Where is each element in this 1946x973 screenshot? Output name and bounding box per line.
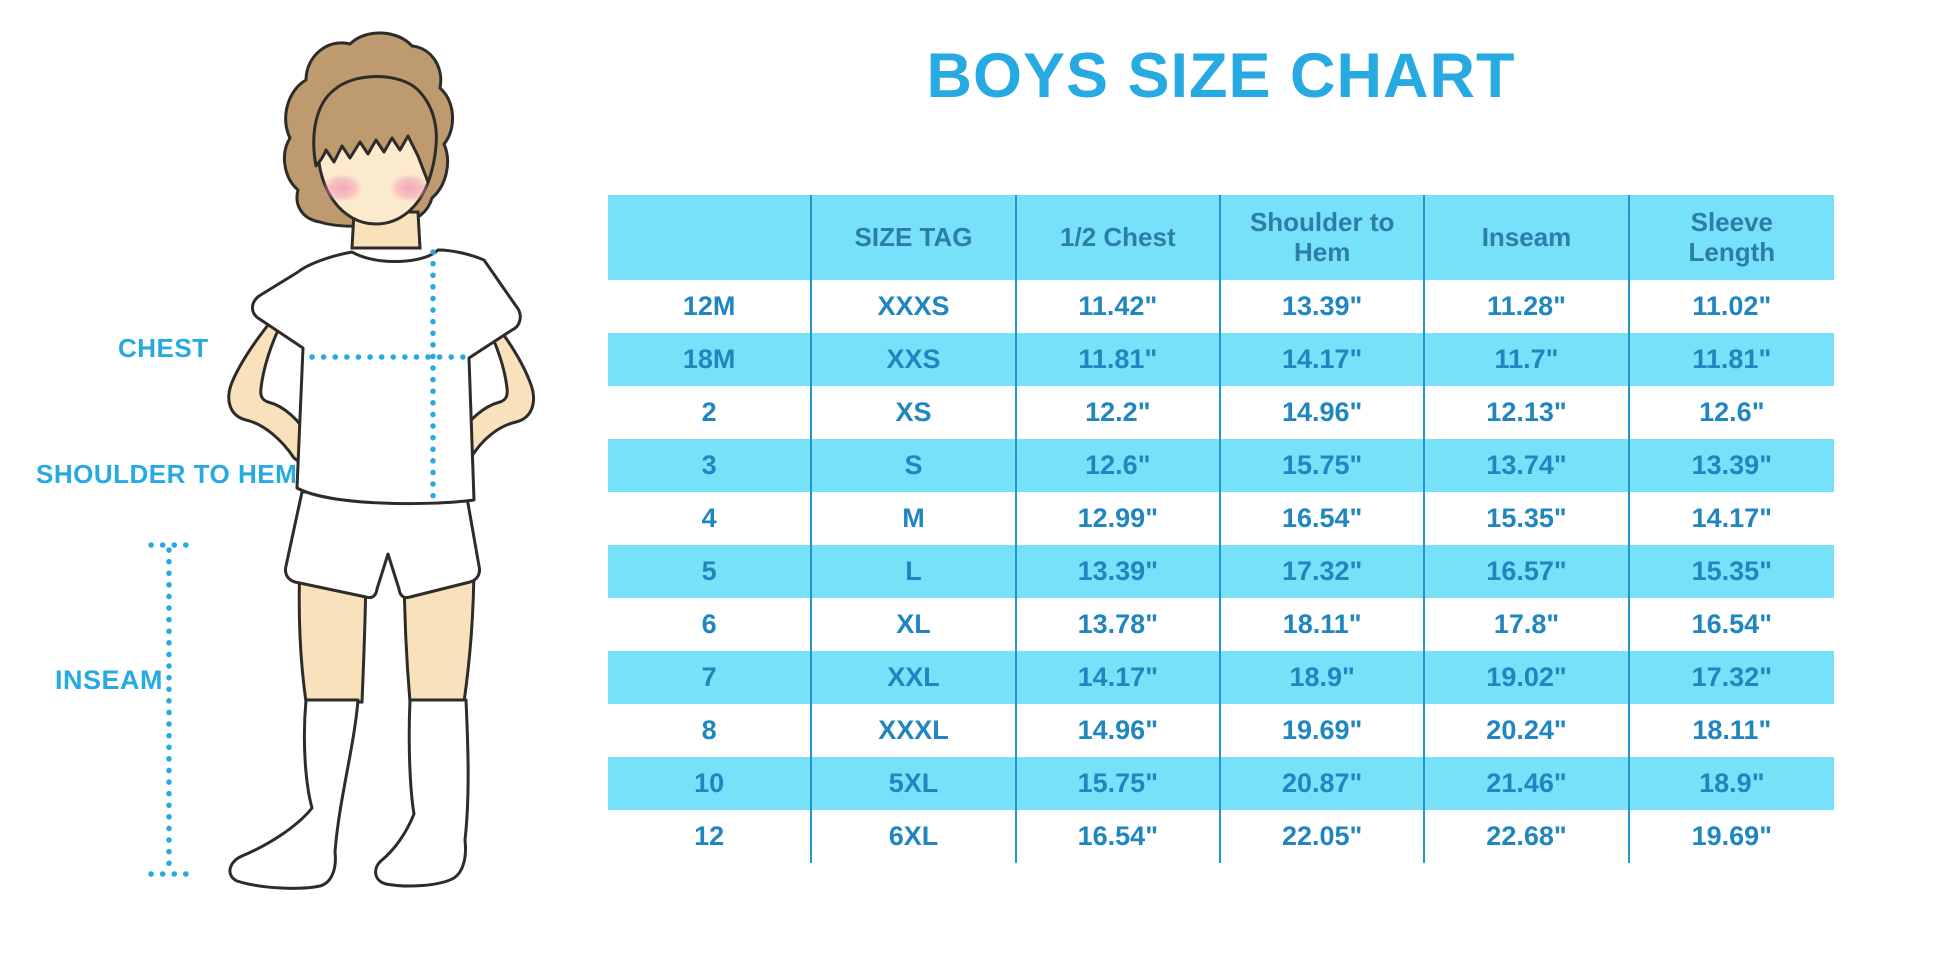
column-header <box>608 195 813 280</box>
table-cell: 21.46" <box>1425 757 1630 810</box>
table-cell: 13.39" <box>1221 280 1426 333</box>
size-table: SIZE TAG 1/2 Chest Shoulder to Hem Inseam Sl… <box>608 195 1834 863</box>
table-cell: 15.35" <box>1691 556 1772 586</box>
table-cell: 13.78" <box>1017 598 1221 651</box>
table-row: 8 XXXL 14.96" 19.69" 20.24" 18.11" <box>608 704 1834 757</box>
table-row: 3 S 12.6" 15.75" 13.74" 13.39" <box>608 439 1834 492</box>
table-cell: 12 <box>608 810 813 863</box>
hair-fringe <box>312 75 438 184</box>
table-row: 5 L 13.39" 17.32" 16.57" 15.35" <box>608 545 1834 598</box>
boy-measurement-illustration <box>148 31 535 890</box>
table-cell: 20.87" <box>1221 757 1426 810</box>
column-header: SIZE TAG <box>812 195 1017 280</box>
table-row: 12 6XL 16.54" 22.05" 22.68" 19.69" <box>608 810 1834 863</box>
table-row: 12M XXXS 11.42" 13.39" 11.28" 11.02" <box>608 280 1834 333</box>
table-row: 18M XXS 11.81" 14.17" 11.7" 11.81" <box>608 333 1834 386</box>
table-cell: 16.54" <box>1017 810 1221 863</box>
table-cell: 18.11" <box>1692 715 1772 745</box>
table-cell: M <box>812 492 1017 545</box>
table-cell: 22.05" <box>1221 810 1426 863</box>
table-cell: 19.69" <box>1691 821 1772 851</box>
table-cell: 14.96" <box>1017 704 1221 757</box>
table-cell: 6 <box>608 598 813 651</box>
table-cell: 17.32" <box>1221 545 1426 598</box>
table-cell: 3 <box>608 439 813 492</box>
table-cell: XXS <box>812 333 1017 386</box>
table-cell: 17.8" <box>1425 598 1630 651</box>
table-cell: 18.9" <box>1221 651 1426 704</box>
table-cell: 6XL <box>812 810 1017 863</box>
table-cell: 5 <box>608 545 813 598</box>
table-cell: 16.54" <box>1221 492 1426 545</box>
shorts <box>284 490 481 600</box>
table-cell: 15.75" <box>1017 757 1221 810</box>
column-header: Sleeve Length <box>1688 206 1776 267</box>
size-table-body: 12M XXXS 11.42" 13.39" 11.28" 11.02" 18M XXS 11.… <box>608 280 1834 863</box>
table-cell: 13.39" <box>1017 545 1221 598</box>
blush-left <box>322 174 362 202</box>
table-cell: 12.6" <box>1017 439 1221 492</box>
table-cell: 12M <box>608 280 813 333</box>
table-cell: 19.69" <box>1221 704 1426 757</box>
table-cell: 12.99" <box>1017 492 1221 545</box>
table-cell: 17.32" <box>1691 662 1772 692</box>
table-cell: XS <box>812 386 1017 439</box>
table-cell: 11.81" <box>1017 333 1221 386</box>
table-cell: 18.11" <box>1221 598 1426 651</box>
table-cell: L <box>812 545 1017 598</box>
table-cell: XXXL <box>812 704 1017 757</box>
table-cell: 11.81" <box>1692 344 1772 374</box>
table-cell: 16.54" <box>1691 609 1772 639</box>
shoulder-to-hem-label: SHOULDER TO HEM <box>36 459 298 489</box>
right-sock <box>374 698 470 888</box>
blush-right <box>390 174 430 202</box>
table-cell: 16.57" <box>1425 545 1630 598</box>
table-cell: 5XL <box>812 757 1017 810</box>
table-cell: 19.02" <box>1425 651 1630 704</box>
table-cell: 14.17" <box>1691 503 1772 533</box>
table-cell: 12.13" <box>1425 386 1630 439</box>
table-cell: XXXS <box>812 280 1017 333</box>
table-cell: 13.74" <box>1425 439 1630 492</box>
table-cell: 11.42" <box>1017 280 1221 333</box>
table-cell: 7 <box>608 651 813 704</box>
table-cell: 4 <box>608 492 813 545</box>
column-header: 1/2 Chest <box>1017 195 1221 280</box>
table-cell: 8 <box>608 704 813 757</box>
table-cell: 15.75" <box>1221 439 1426 492</box>
inseam-label: INSEAM <box>55 665 164 695</box>
table-cell: 10 <box>608 757 813 810</box>
table-cell: 14.17" <box>1221 333 1426 386</box>
table-cell: XL <box>812 598 1017 651</box>
table-cell: 14.17" <box>1017 651 1221 704</box>
table-cell: 20.24" <box>1425 704 1630 757</box>
table-cell: S <box>812 439 1017 492</box>
table-row: 6 XL 13.78" 18.11" 17.8" 16.54" <box>608 598 1834 651</box>
table-cell: 11.02" <box>1692 291 1772 321</box>
table-cell: 2 <box>608 386 813 439</box>
tshirt <box>251 248 522 506</box>
table-cell: 13.39" <box>1691 450 1772 480</box>
table-header-row: SIZE TAG 1/2 Chest Shoulder to Hem Inseam Sl… <box>608 195 1834 280</box>
table-cell: 12.6" <box>1699 397 1765 427</box>
column-header: Inseam <box>1425 195 1630 280</box>
table-cell: 18.9" <box>1699 768 1765 798</box>
table-cell: 14.96" <box>1221 386 1426 439</box>
table-cell: 15.35" <box>1425 492 1630 545</box>
page-title: BOYS SIZE CHART <box>926 41 1516 111</box>
table-cell: 11.7" <box>1425 333 1630 386</box>
table-row: 7 XXL 14.17" 18.9" 19.02" 17.32" <box>608 651 1834 704</box>
left-sock <box>228 698 360 890</box>
table-row: 10 5XL 15.75" 20.87" 21.46" 18.9" <box>608 757 1834 810</box>
table-cell: 12.2" <box>1017 386 1221 439</box>
table-row: 2 XS 12.2" 14.96" 12.13" 12.6" <box>608 386 1834 439</box>
table-cell: XXL <box>812 651 1017 704</box>
table-row: 4 M 12.99" 16.54" 15.35" 14.17" <box>608 492 1834 545</box>
table-cell: 11.28" <box>1425 280 1630 333</box>
column-header: Shoulder to Hem <box>1221 195 1426 280</box>
table-cell: 22.68" <box>1425 810 1630 863</box>
table-cell: 18M <box>608 333 813 386</box>
chest-label: CHEST <box>118 333 209 363</box>
